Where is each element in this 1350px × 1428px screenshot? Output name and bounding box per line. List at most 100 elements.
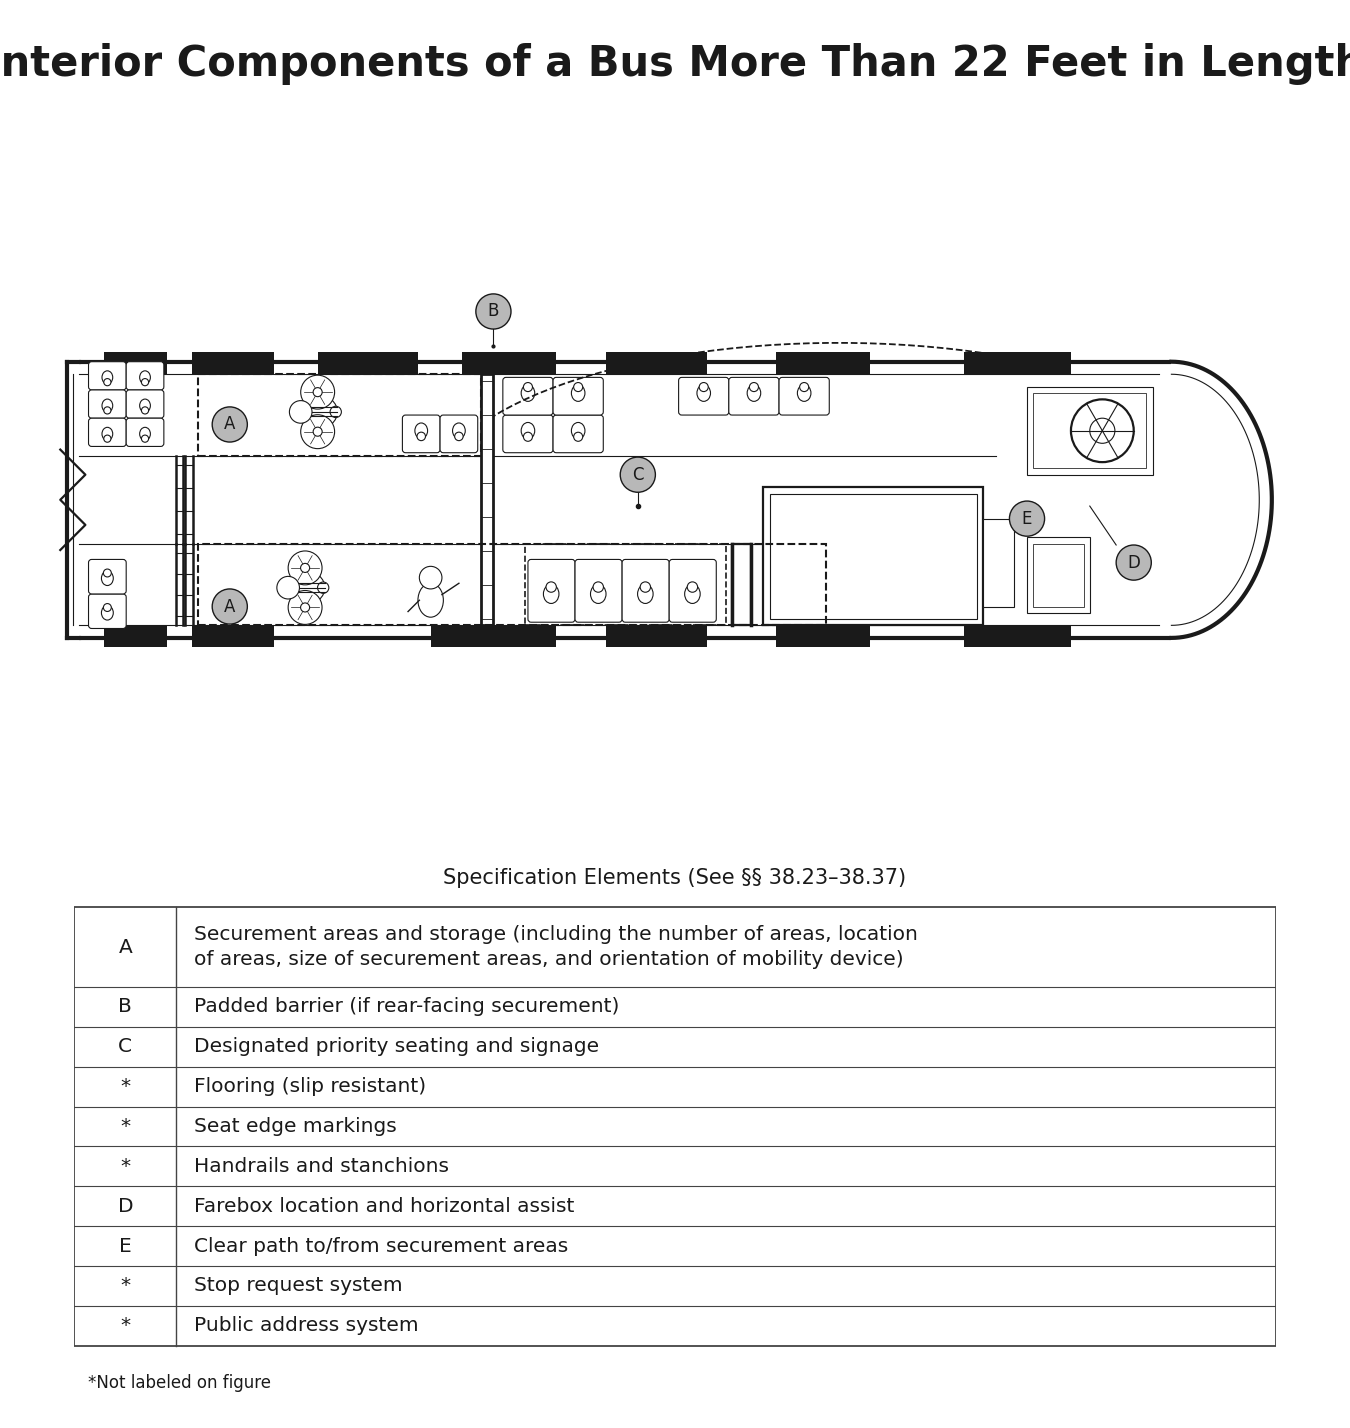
Circle shape — [104, 568, 111, 577]
Text: Interior Components of a Bus More Than 22 Feet in Length: Interior Components of a Bus More Than 2… — [0, 43, 1350, 84]
FancyBboxPatch shape — [502, 377, 554, 416]
FancyBboxPatch shape — [126, 361, 163, 390]
Ellipse shape — [521, 384, 535, 401]
Circle shape — [687, 581, 698, 593]
Text: D: D — [1127, 554, 1141, 571]
Text: Public address system: Public address system — [194, 1317, 418, 1335]
Bar — [776, 353, 871, 374]
Text: *: * — [120, 1157, 131, 1175]
Bar — [198, 374, 481, 456]
FancyBboxPatch shape — [554, 377, 603, 416]
FancyBboxPatch shape — [575, 560, 622, 623]
Bar — [964, 625, 1071, 647]
Ellipse shape — [684, 584, 701, 604]
Bar — [317, 353, 418, 374]
Text: E: E — [1022, 510, 1033, 527]
Text: B: B — [487, 303, 500, 320]
Text: *: * — [120, 1117, 131, 1137]
Bar — [1033, 393, 1146, 468]
Circle shape — [301, 564, 309, 573]
FancyBboxPatch shape — [402, 416, 440, 453]
Bar — [769, 494, 977, 620]
Bar — [481, 374, 494, 625]
Circle shape — [640, 581, 651, 593]
Bar — [74, 907, 1276, 1345]
FancyBboxPatch shape — [89, 560, 126, 594]
Circle shape — [277, 577, 300, 598]
Text: A: A — [119, 938, 132, 957]
Text: *: * — [120, 1277, 131, 1295]
Circle shape — [1116, 545, 1152, 580]
Circle shape — [288, 551, 323, 585]
Ellipse shape — [101, 605, 113, 620]
Circle shape — [749, 383, 759, 391]
Circle shape — [420, 567, 441, 588]
Text: *Not labeled on figure: *Not labeled on figure — [88, 1374, 271, 1392]
Circle shape — [593, 581, 603, 593]
Ellipse shape — [798, 384, 811, 401]
FancyBboxPatch shape — [729, 377, 779, 416]
Ellipse shape — [747, 384, 760, 401]
Text: A: A — [224, 597, 235, 615]
Text: Flooring (slip resistant): Flooring (slip resistant) — [194, 1077, 427, 1097]
FancyBboxPatch shape — [528, 560, 575, 623]
Ellipse shape — [103, 398, 113, 413]
Circle shape — [142, 378, 148, 386]
Text: Designated priority seating and signage: Designated priority seating and signage — [194, 1037, 599, 1057]
Ellipse shape — [103, 427, 113, 440]
Circle shape — [1089, 418, 1115, 443]
Text: C: C — [632, 466, 644, 484]
Bar — [983, 518, 1014, 607]
Ellipse shape — [571, 423, 585, 438]
Bar — [763, 487, 983, 625]
Circle shape — [104, 378, 111, 386]
Circle shape — [455, 433, 463, 441]
Bar — [104, 625, 167, 647]
Ellipse shape — [298, 396, 338, 428]
Circle shape — [313, 387, 323, 397]
Ellipse shape — [571, 384, 585, 401]
Circle shape — [212, 407, 247, 443]
Text: E: E — [119, 1237, 132, 1255]
Bar — [1033, 544, 1084, 607]
Text: D: D — [117, 1197, 134, 1215]
Text: Clear path to/from securement areas: Clear path to/from securement areas — [194, 1237, 568, 1255]
Ellipse shape — [637, 584, 653, 604]
FancyBboxPatch shape — [89, 390, 126, 418]
Text: Specification Elements (See §§ 38.23–38.37): Specification Elements (See §§ 38.23–38.… — [443, 868, 907, 888]
Text: *: * — [120, 1317, 131, 1335]
Text: Farebox location and horizontal assist: Farebox location and horizontal assist — [194, 1197, 575, 1215]
Text: Securement areas and storage (including the number of areas, location
of areas, : Securement areas and storage (including … — [194, 925, 918, 970]
Ellipse shape — [418, 583, 443, 617]
Text: Stop request system: Stop request system — [194, 1277, 404, 1295]
Ellipse shape — [101, 571, 113, 585]
FancyBboxPatch shape — [779, 377, 829, 416]
Text: Seat edge markings: Seat edge markings — [194, 1117, 397, 1137]
Circle shape — [288, 591, 323, 624]
FancyBboxPatch shape — [126, 418, 163, 447]
FancyBboxPatch shape — [89, 418, 126, 447]
Bar — [1027, 537, 1089, 613]
Ellipse shape — [285, 571, 325, 604]
Circle shape — [317, 583, 329, 594]
Circle shape — [1010, 501, 1045, 536]
Bar — [192, 625, 274, 647]
Ellipse shape — [103, 371, 113, 384]
FancyBboxPatch shape — [502, 416, 554, 453]
Text: Handrails and stanchions: Handrails and stanchions — [194, 1157, 450, 1175]
Circle shape — [620, 457, 655, 493]
Text: C: C — [119, 1037, 132, 1057]
FancyBboxPatch shape — [679, 377, 729, 416]
Bar — [198, 544, 826, 625]
Bar — [776, 625, 871, 647]
Bar — [104, 353, 167, 374]
Bar — [525, 544, 726, 625]
Bar — [606, 353, 707, 374]
Bar — [462, 353, 556, 374]
Circle shape — [475, 294, 512, 328]
Ellipse shape — [139, 427, 150, 440]
Circle shape — [104, 436, 111, 443]
Bar — [964, 353, 1071, 374]
Text: Padded barrier (if rear-facing securement): Padded barrier (if rear-facing securemen… — [194, 997, 620, 1017]
Circle shape — [301, 603, 309, 613]
